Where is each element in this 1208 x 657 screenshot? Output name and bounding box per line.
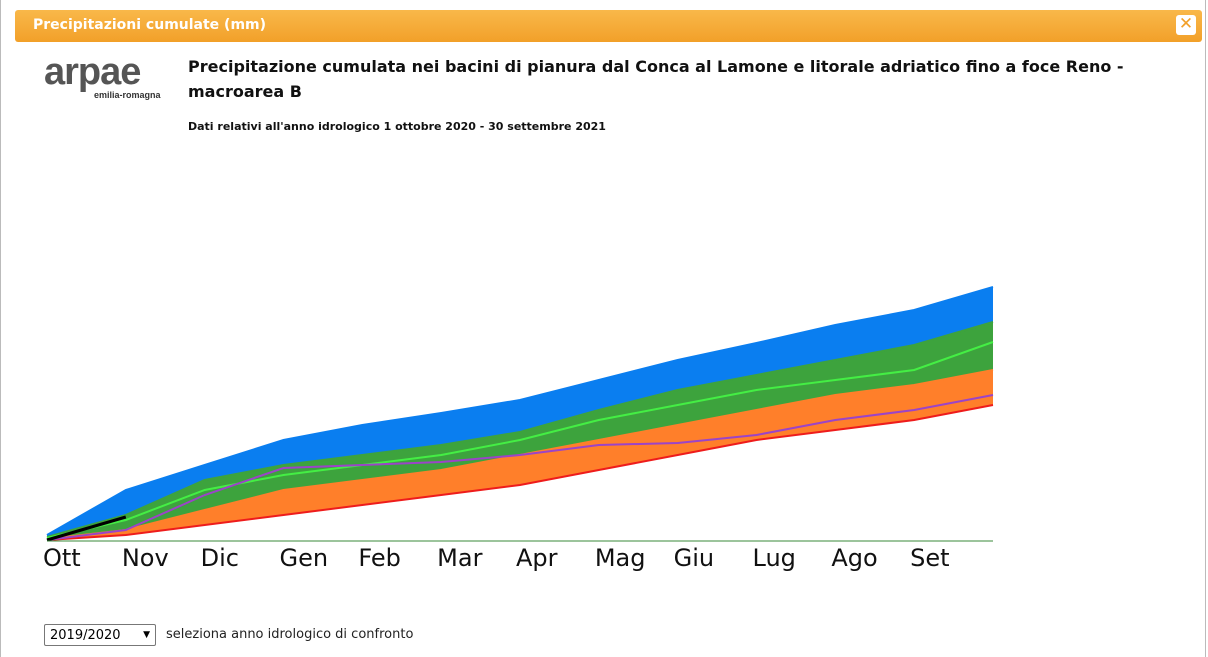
x-tick-label: Giu [674,544,714,572]
chart-subtitle: Dati relativi all'anno idrologico 1 otto… [188,120,606,133]
x-tick-label: Ott [43,544,81,572]
x-tick-label: Gen [280,544,329,572]
series-line [46,321,994,538]
x-tick-label: Apr [516,544,558,572]
dialog-header: Precipitazioni cumulate (mm) ✕ [15,10,1202,42]
series-line [46,394,994,541]
series-line [46,515,127,542]
close-button[interactable]: ✕ [1176,15,1196,35]
x-tick-label: Nov [122,544,169,572]
series-line [46,341,994,539]
year-select[interactable]: 2019/2020 ▼ [44,624,156,646]
series-line [46,404,994,541]
x-tick-label: Ago [831,544,877,572]
chart: Ott Nov Dic Gen Feb Mar Apr Mag Giu Lug Ago Set [43,286,994,572]
x-tick-label: Feb [358,544,401,572]
select-label: seleziona anno idrologico di confronto [166,627,414,642]
logo: arpae emilia-romagna [44,51,161,100]
x-tick-label: Dic [201,544,239,572]
area [47,405,993,540]
logo-region: emilia-romagna [94,90,161,100]
select-value: 2019/2020 [50,628,121,643]
chart-title: Precipitazione cumulata nei bacini di pi… [188,57,1124,101]
x-tick-label: Mag [595,544,646,572]
x-tick-label: Set [910,544,949,572]
series-line [46,286,994,536]
x-tick-label: Lug [753,544,796,572]
x-tick-label: Mar [437,544,482,572]
select-arrow: ▼ [143,630,150,640]
logo-name: arpae [44,51,141,93]
dialog-title: Precipitazioni cumulate (mm) [33,17,267,33]
